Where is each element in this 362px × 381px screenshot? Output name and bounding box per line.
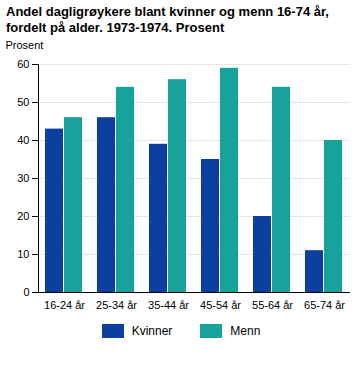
svg-text:40: 40 [17, 134, 29, 146]
svg-text:60: 60 [17, 58, 29, 70]
html-text:Menn: Menn [230, 324, 261, 338]
svg-text:Prosent: Prosent [6, 39, 44, 51]
svg-text:30: 30 [17, 172, 29, 184]
svg-text:16-24 år: 16-24 år [44, 299, 85, 311]
svg-text:35-44 år: 35-44 år [148, 299, 189, 311]
html-text:Andel dagligrøykere blant kvin: Andel dagligrøykere blant kvinner og men… [6, 4, 329, 35]
html-text:Kvinner: Kvinner [131, 324, 173, 338]
svg-text:65-74 år: 65-74 år [304, 299, 345, 311]
svg-text:55-64 år: 55-64 år [252, 299, 293, 311]
svg-text:45-54 år: 45-54 år [200, 299, 241, 311]
svg-text:10: 10 [17, 248, 29, 260]
svg-text:25-34 år: 25-34 år [96, 299, 137, 311]
svg-text:0: 0 [23, 286, 29, 298]
svg-text:20: 20 [17, 210, 29, 222]
svg-text:50: 50 [17, 96, 29, 108]
